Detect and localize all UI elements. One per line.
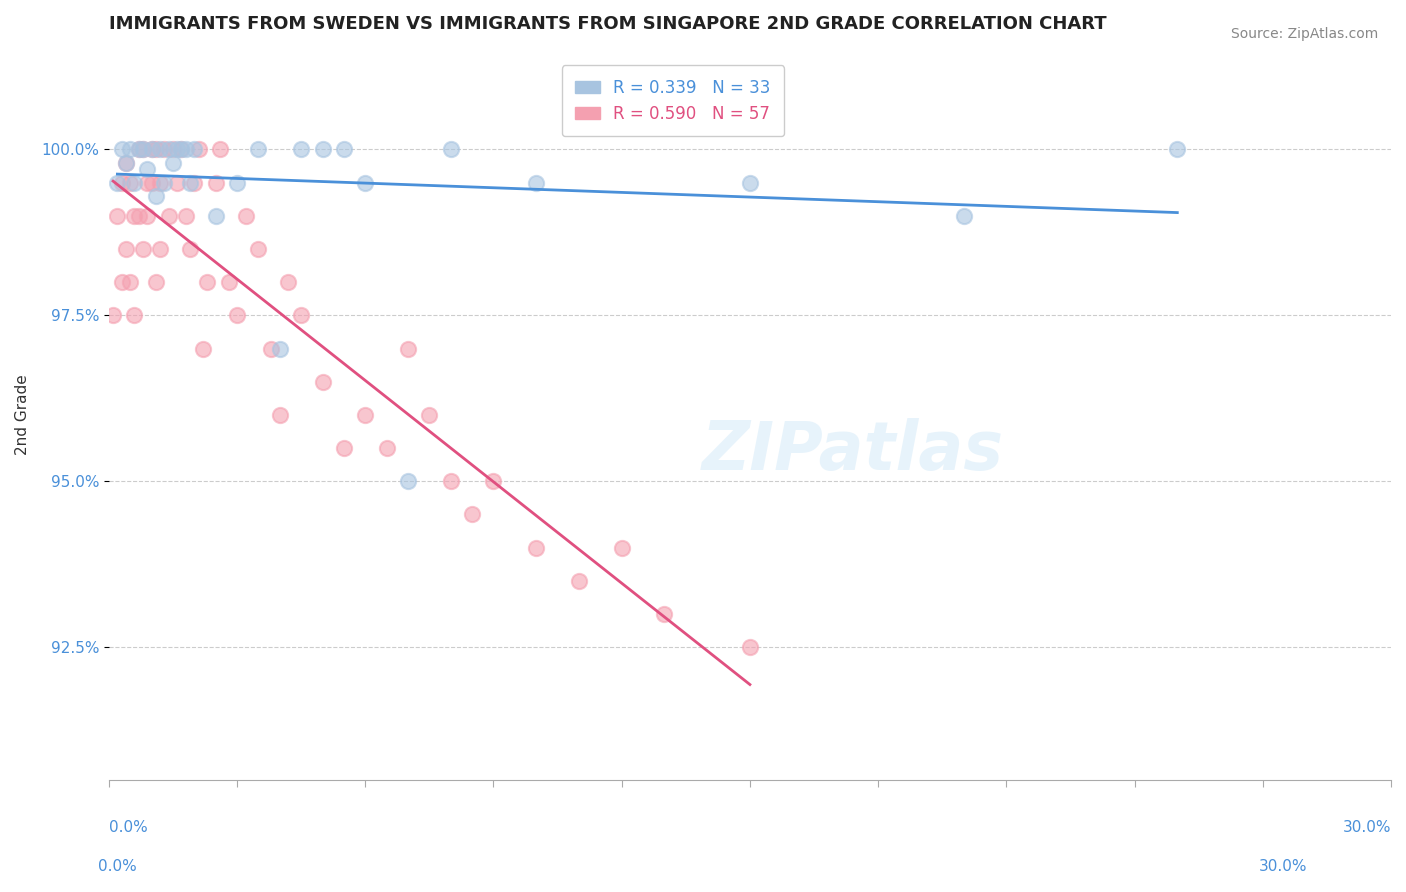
Point bbox=[166, 176, 188, 190]
Point bbox=[162, 142, 184, 156]
Point bbox=[179, 242, 201, 256]
Point bbox=[290, 309, 312, 323]
Point bbox=[128, 142, 150, 156]
Point bbox=[208, 142, 231, 156]
Point bbox=[235, 209, 257, 223]
Point bbox=[204, 209, 226, 223]
Point bbox=[610, 541, 633, 555]
Point bbox=[354, 176, 377, 190]
Point bbox=[157, 142, 180, 156]
Point bbox=[105, 176, 128, 190]
Point bbox=[524, 541, 547, 555]
Text: 0.0%: 0.0% bbox=[98, 859, 138, 874]
Point bbox=[111, 142, 134, 156]
Point bbox=[247, 242, 270, 256]
Point bbox=[1166, 142, 1188, 156]
Point bbox=[132, 142, 155, 156]
Text: 0.0%: 0.0% bbox=[108, 820, 148, 835]
Point bbox=[375, 441, 398, 455]
Point bbox=[153, 176, 176, 190]
Point bbox=[105, 209, 128, 223]
Legend: R = 0.339   N = 33, R = 0.590   N = 57: R = 0.339 N = 33, R = 0.590 N = 57 bbox=[562, 65, 785, 136]
Point bbox=[115, 155, 138, 169]
Point bbox=[136, 176, 159, 190]
Point bbox=[187, 142, 209, 156]
Point bbox=[396, 342, 419, 356]
Point bbox=[128, 142, 150, 156]
Point bbox=[162, 155, 184, 169]
Point bbox=[226, 309, 249, 323]
Point bbox=[166, 142, 188, 156]
Point bbox=[132, 142, 155, 156]
Point bbox=[260, 342, 283, 356]
Point bbox=[101, 309, 124, 323]
Point bbox=[524, 176, 547, 190]
Point bbox=[440, 475, 463, 489]
Y-axis label: 2nd Grade: 2nd Grade bbox=[15, 375, 30, 455]
Text: 30.0%: 30.0% bbox=[1260, 859, 1308, 874]
Point bbox=[204, 176, 226, 190]
Point bbox=[418, 408, 440, 422]
Point bbox=[141, 176, 163, 190]
Point bbox=[738, 640, 761, 655]
Point bbox=[153, 142, 176, 156]
Point bbox=[269, 408, 291, 422]
Point bbox=[290, 142, 312, 156]
Point bbox=[111, 176, 134, 190]
Text: 30.0%: 30.0% bbox=[1343, 820, 1391, 835]
Point bbox=[247, 142, 270, 156]
Point bbox=[149, 142, 172, 156]
Point bbox=[149, 176, 172, 190]
Point bbox=[170, 142, 193, 156]
Point bbox=[354, 408, 377, 422]
Text: ZIPatlas: ZIPatlas bbox=[702, 418, 1004, 484]
Point bbox=[396, 475, 419, 489]
Point bbox=[170, 142, 193, 156]
Point bbox=[120, 275, 142, 289]
Point bbox=[132, 242, 155, 256]
Point bbox=[952, 209, 974, 223]
Point bbox=[136, 162, 159, 177]
Point bbox=[482, 475, 505, 489]
Point bbox=[179, 176, 201, 190]
Point bbox=[120, 176, 142, 190]
Point bbox=[440, 142, 463, 156]
Point bbox=[141, 142, 163, 156]
Point bbox=[145, 142, 167, 156]
Point bbox=[174, 209, 197, 223]
Point bbox=[115, 155, 138, 169]
Point bbox=[568, 574, 591, 588]
Point bbox=[269, 342, 291, 356]
Point bbox=[311, 375, 333, 389]
Point bbox=[218, 275, 240, 289]
Point bbox=[183, 142, 205, 156]
Text: IMMIGRANTS FROM SWEDEN VS IMMIGRANTS FROM SINGAPORE 2ND GRADE CORRELATION CHART: IMMIGRANTS FROM SWEDEN VS IMMIGRANTS FRO… bbox=[108, 15, 1107, 33]
Point bbox=[174, 142, 197, 156]
Point bbox=[654, 607, 676, 621]
Point bbox=[145, 275, 167, 289]
Point bbox=[333, 441, 356, 455]
Point bbox=[124, 209, 146, 223]
Point bbox=[120, 142, 142, 156]
Point bbox=[333, 142, 356, 156]
Point bbox=[145, 189, 167, 203]
Point bbox=[124, 176, 146, 190]
Point bbox=[115, 242, 138, 256]
Point bbox=[136, 209, 159, 223]
Point bbox=[738, 176, 761, 190]
Point bbox=[461, 508, 484, 522]
Point bbox=[277, 275, 299, 289]
Point bbox=[195, 275, 218, 289]
Point bbox=[226, 176, 249, 190]
Point bbox=[111, 275, 134, 289]
Point bbox=[311, 142, 333, 156]
Point bbox=[124, 309, 146, 323]
Point bbox=[191, 342, 214, 356]
Point bbox=[128, 209, 150, 223]
Point bbox=[157, 209, 180, 223]
Text: Source: ZipAtlas.com: Source: ZipAtlas.com bbox=[1230, 27, 1378, 41]
Point bbox=[183, 176, 205, 190]
Point bbox=[149, 242, 172, 256]
Point bbox=[141, 142, 163, 156]
